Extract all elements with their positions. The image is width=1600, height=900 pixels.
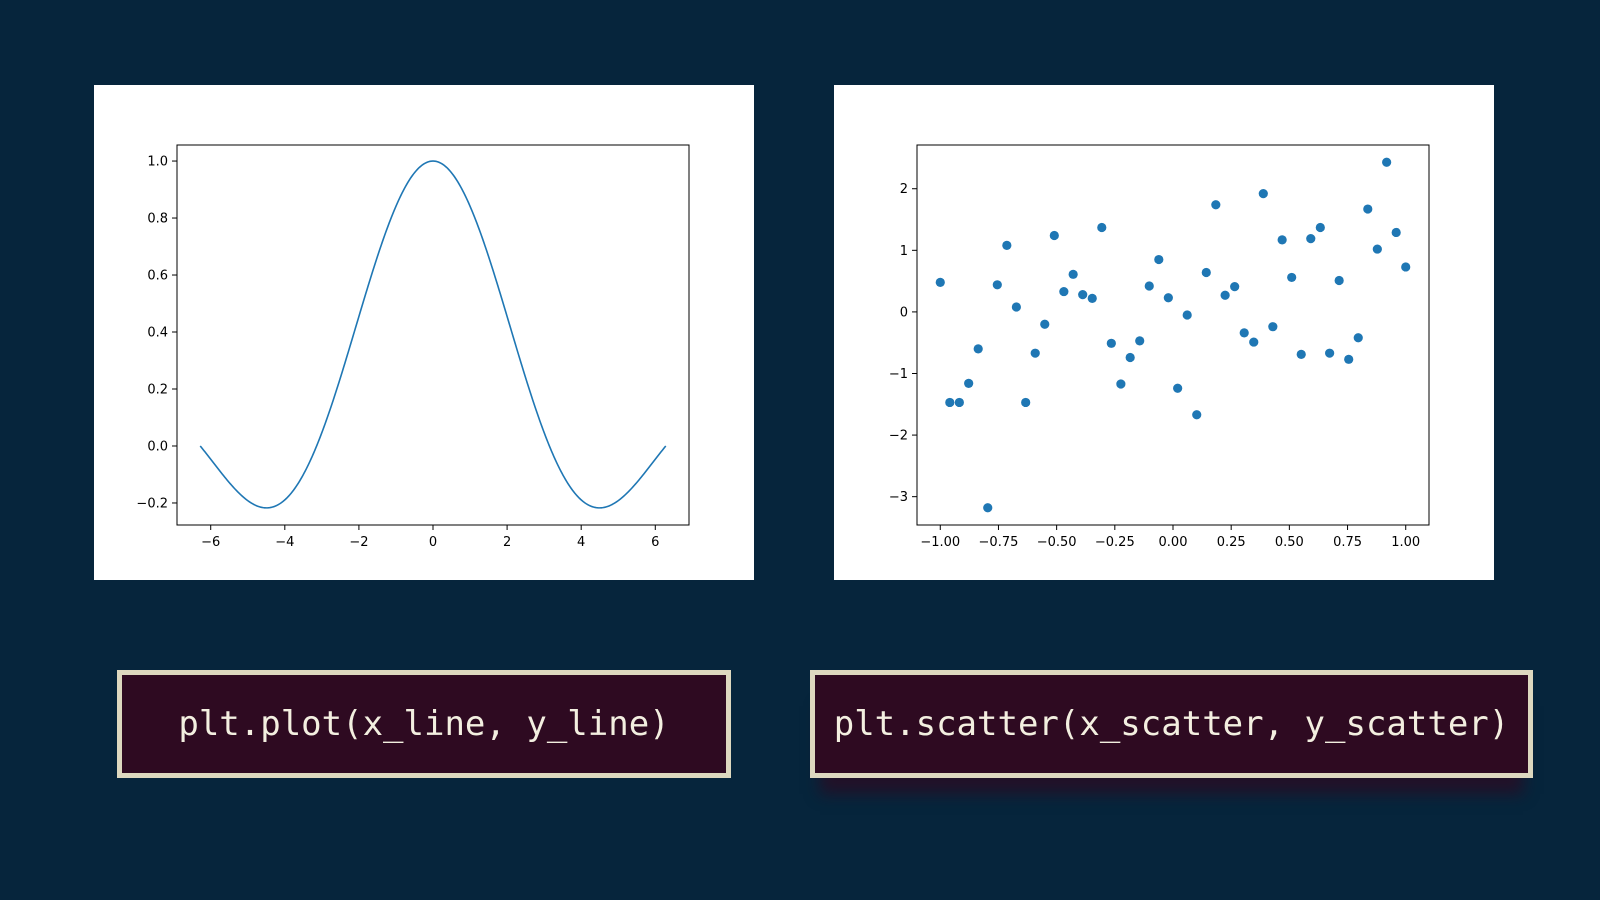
scatter-point [954, 397, 964, 408]
line-chart-x-tick-label: 2 [503, 535, 511, 550]
scatter-point [1382, 157, 1392, 167]
scatter-point [1249, 337, 1259, 347]
scatter-chart-x-tick-label: 1.00 [1391, 535, 1420, 550]
line-chart-x-tick-label: −2 [349, 535, 368, 550]
line-chart-x-tick-label: 0 [429, 535, 437, 550]
scatter-point [1097, 222, 1107, 233]
scatter-point [964, 378, 974, 388]
scatter-point [1211, 200, 1221, 210]
scatter-point [1087, 293, 1097, 303]
scatter-point [1154, 254, 1164, 265]
scatter-point [1030, 348, 1040, 358]
scatter-code-caption: plt.scatter(x_scatter, y_scatter) [810, 670, 1533, 778]
scatter-point [1002, 240, 1012, 250]
line-chart-y-tick-label: 0.4 [147, 326, 168, 341]
scatter-chart-x-tick-label: −0.50 [1037, 535, 1077, 550]
scatter-point [1306, 234, 1316, 244]
line-chart-x-tick-label: −6 [201, 535, 220, 550]
scatter-point [1230, 282, 1240, 292]
scatter-point [1353, 333, 1363, 343]
scatter-chart-x-tick-label: 0.25 [1217, 535, 1246, 550]
scatter-point [1220, 290, 1230, 300]
line-code-text: plt.plot(x_line, y_line) [178, 704, 670, 744]
scatter-point [1401, 262, 1411, 272]
scatter-point [1315, 222, 1325, 233]
scatter-point [1258, 189, 1268, 199]
scatter-point [1021, 397, 1031, 408]
line-series-sinc [199, 160, 667, 509]
scatter-chart: −1.00 −0.75 −0.50 −0.25 0.00 0.25 0.50 0.75 1.00… [889, 144, 1430, 550]
scatter-point [1325, 348, 1335, 358]
line-chart-y-tick-label: 0.6 [147, 269, 168, 284]
scatter-chart-x-tick-label: −1.00 [920, 535, 960, 550]
scatter-point [973, 344, 983, 354]
scatter-point [1116, 379, 1126, 389]
scatter-point [1201, 267, 1211, 278]
scatter-point [1173, 383, 1183, 393]
scatter-point [1334, 275, 1344, 286]
scatter-point [1049, 230, 1059, 241]
scatter-point [1040, 319, 1050, 329]
scatter-point [1363, 204, 1373, 214]
scatter-code-text: plt.scatter(x_scatter, y_scatter) [833, 704, 1510, 744]
line-chart-y-tick-label: 0.0 [147, 439, 168, 454]
scatter-point [1106, 338, 1116, 348]
scatter-point [1239, 328, 1249, 338]
line-chart: −6 −4 −2 0 2 4 6 −0.2 0.0 0.2 0.4 0.6 0.8 1.0 [136, 144, 690, 550]
scatter-chart-y-tick-label: −3 [889, 490, 908, 505]
scatter-point [1182, 310, 1192, 320]
scatter-point [983, 503, 993, 513]
scatter-point [935, 277, 945, 287]
scatter-chart-y-tick-label: 2 [900, 182, 908, 197]
scatter-point [1163, 293, 1173, 303]
scatter-point [1135, 336, 1145, 346]
scatter-point [1144, 281, 1154, 291]
scatter-point [1268, 322, 1278, 332]
line-chart-card: −6 −4 −2 0 2 4 6 −0.2 0.0 0.2 0.4 0.6 0.8 1.0 [94, 85, 754, 580]
scatter-point [1059, 286, 1069, 297]
scatter-point [1125, 352, 1135, 363]
scatter-point [1011, 302, 1021, 312]
line-chart-x-tick-label: 6 [651, 535, 659, 550]
line-chart-y-tick-label: 1.0 [147, 155, 168, 170]
line-chart-y-tick-label: 0.8 [147, 212, 168, 227]
line-chart-y-tick-label: −0.2 [136, 496, 168, 511]
scatter-chart-y-tick-label: 1 [900, 244, 908, 259]
scatter-chart-y-tick-label: 0 [900, 305, 908, 320]
scatter-chart-card: −1.00 −0.75 −0.50 −0.25 0.00 0.25 0.50 0.75 1.00… [834, 85, 1494, 580]
line-chart-plot-frame [176, 144, 690, 526]
line-code-caption: plt.plot(x_line, y_line) [117, 670, 731, 778]
scatter-point [945, 397, 955, 408]
scatter-point [1078, 290, 1088, 300]
scatter-point [1296, 349, 1306, 360]
scatter-chart-y-tick-label: −2 [889, 429, 908, 444]
scatter-point [1068, 269, 1078, 279]
scatter-chart-x-tick-label: −0.25 [1095, 535, 1135, 550]
scatter-point [1344, 354, 1354, 364]
scatter-chart-x-tick-label: 0.75 [1333, 535, 1362, 550]
scatter-point [1277, 235, 1287, 245]
scatter-point [1192, 410, 1202, 420]
scatter-point [1372, 244, 1382, 254]
line-chart-x-tick-label: 4 [577, 535, 585, 550]
scatter-point [1287, 272, 1297, 283]
scatter-point [1391, 227, 1401, 238]
scatter-point [992, 280, 1002, 290]
scatter-chart-x-tick-label: 0.50 [1275, 535, 1304, 550]
scatter-chart-x-tick-label: 0.00 [1159, 535, 1188, 550]
scatter-chart-plot-frame [916, 144, 1430, 526]
scatter-chart-x-tick-label: −0.75 [979, 535, 1019, 550]
line-chart-y-tick-label: 0.2 [147, 382, 168, 397]
scatter-chart-y-tick-label: −1 [889, 367, 908, 382]
line-chart-x-tick-label: −4 [275, 535, 294, 550]
